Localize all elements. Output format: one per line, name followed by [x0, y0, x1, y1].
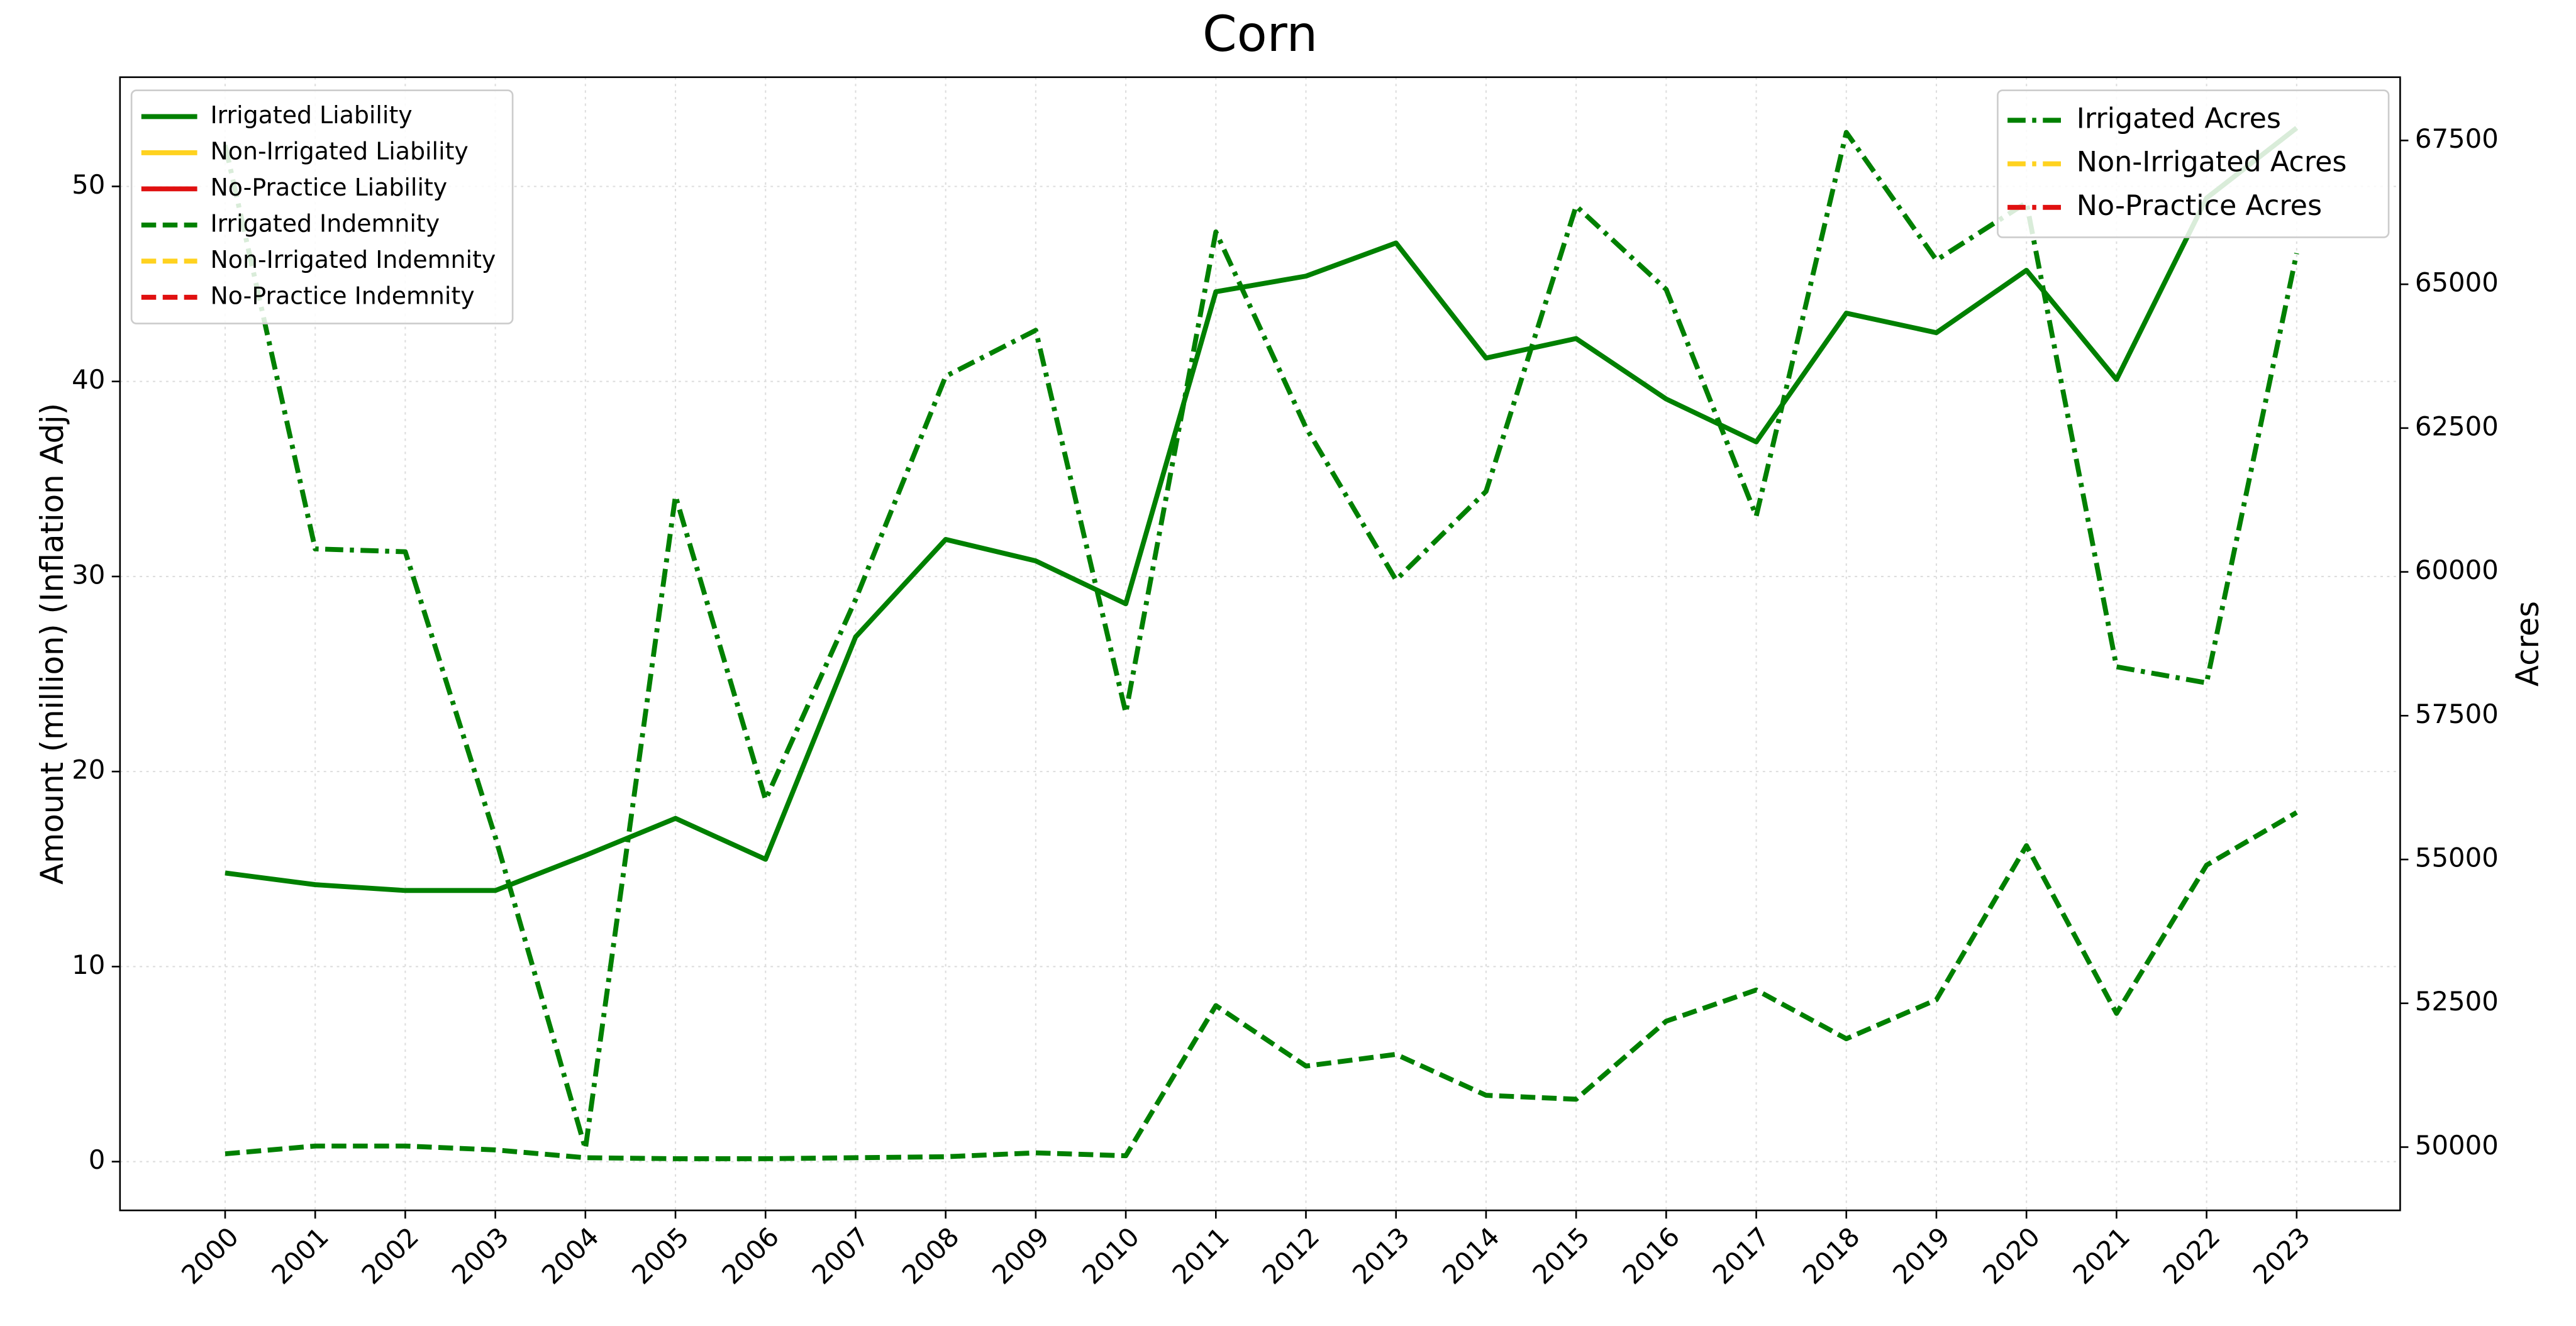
y2-axis-label: Acres: [2509, 601, 2546, 687]
y-tick-label: 0: [89, 1144, 106, 1175]
x-tick-label: 2001: [265, 1221, 335, 1290]
x-tick-label: 2009: [986, 1221, 1055, 1290]
x-tick-label: 2019: [1887, 1221, 1956, 1290]
x-tick-label: 2018: [1797, 1221, 1866, 1290]
legend-box: [130, 89, 514, 324]
y2-tick-label: 57500: [2415, 699, 2499, 729]
y2-tick-label: 60000: [2415, 555, 2499, 585]
series-line: [225, 126, 2299, 893]
plot-frame: [119, 76, 2401, 1212]
legend: Irrigated Acres Non-Irrigated Acres No-Pra…: [1997, 89, 2390, 238]
y-tick-label: 20: [72, 754, 105, 785]
y-axis-label: Amount (million) (Inflation Adj): [34, 403, 70, 885]
legend-label: No-Practice Liability: [210, 174, 447, 201]
y-tick-label: 50: [72, 169, 105, 200]
x-tick-label: 2011: [1166, 1221, 1235, 1290]
x-tick-label: 2022: [2157, 1221, 2226, 1290]
x-tick-label: 2002: [355, 1221, 425, 1290]
x-tick-label: 2010: [1076, 1221, 1145, 1290]
y-tick-label: 40: [72, 364, 105, 395]
legend-label: Non-Irrigated Indemnity: [210, 246, 496, 273]
x-tick-label: 2000: [175, 1221, 245, 1290]
y2-tick-label: 67500: [2415, 123, 2499, 154]
legend: Irrigated Liability Non-Irrigated Liabili…: [130, 89, 514, 324]
x-tick-label: 2021: [2067, 1221, 2136, 1290]
series-line: [225, 810, 2298, 1161]
x-tick-label: 2014: [1436, 1221, 1506, 1290]
chart-title: Corn: [1202, 6, 1318, 63]
y2-tick-label: 55000: [2415, 843, 2499, 873]
y-tick-label: 10: [72, 949, 105, 980]
x-tick-label: 2020: [1977, 1221, 2046, 1290]
legend-label: Non-Irrigated Liability: [210, 137, 468, 165]
y2-tick-label: 50000: [2415, 1130, 2499, 1161]
legend-label: No-Practice Acres: [2077, 190, 2322, 222]
x-tick-label: 2007: [806, 1221, 875, 1290]
legend-label: No-Practice Indemnity: [210, 282, 474, 309]
x-tick-label: 2017: [1707, 1221, 1776, 1290]
y2-tick-label: 65000: [2415, 267, 2499, 298]
y2-tick-label: 62500: [2415, 411, 2499, 441]
legend-label: Irrigated Liability: [210, 101, 412, 129]
x-tick-label: 2005: [626, 1221, 695, 1290]
x-tick-label: 2008: [896, 1221, 965, 1290]
legend-label: Non-Irrigated Acres: [2077, 146, 2347, 179]
legend-label: Irrigated Acres: [2077, 102, 2281, 135]
legend-label: Irrigated Indemnity: [210, 209, 440, 237]
x-tick-label: 2023: [2247, 1221, 2316, 1290]
x-tick-label: 2003: [446, 1221, 515, 1290]
legend-box: [1997, 89, 2390, 238]
x-tick-label: 2006: [716, 1221, 785, 1290]
y-tick-label: 30: [72, 559, 105, 590]
x-tick-label: 2012: [1257, 1221, 1326, 1290]
series-line: [223, 130, 2299, 1152]
x-tick-label: 2004: [536, 1221, 605, 1290]
x-tick-label: 2016: [1616, 1221, 1685, 1290]
x-tick-label: 2013: [1346, 1221, 1416, 1290]
x-tick-label: 2015: [1526, 1221, 1596, 1290]
y2-tick-label: 52500: [2415, 986, 2499, 1017]
